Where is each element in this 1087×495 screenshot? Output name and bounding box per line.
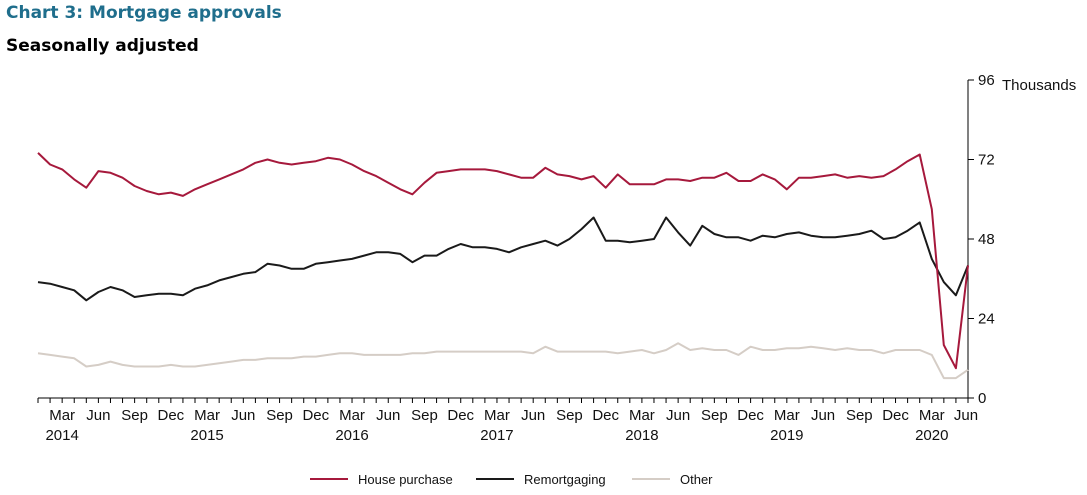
x-year-label: 2017 — [480, 427, 513, 444]
x-tick-label: Jun — [666, 407, 690, 424]
x-tick-label: Jun — [954, 407, 978, 424]
legend-swatch — [632, 478, 670, 480]
x-year-label: 2015 — [190, 427, 223, 444]
x-tick-label: Jun — [521, 407, 545, 424]
legend-swatch — [310, 478, 348, 480]
x-year-label: 2018 — [625, 427, 658, 444]
x-tick-label: Dec — [882, 407, 909, 424]
series-line-house-purchase — [37, 152, 969, 370]
legend: House purchase Remortgaging Other — [0, 468, 1087, 490]
x-tick-label: Mar — [919, 407, 945, 424]
x-year-label: 2019 — [770, 427, 803, 444]
x-tick-label: Mar — [339, 407, 365, 424]
legend-item: House purchase — [310, 468, 453, 490]
x-tick-label: Mar — [194, 407, 220, 424]
x-tick-label: Sep — [411, 407, 438, 424]
legend-label: Remortgaging — [524, 471, 606, 487]
y-tick-label: 72 — [978, 152, 995, 169]
x-tick-label: Sep — [701, 407, 728, 424]
line-chart: 0 24 48 72 96 Thousands Mar Jun Sep Dec Mar Jun Sep D… — [37, 72, 1076, 444]
x-tick-label: Mar — [629, 407, 655, 424]
legend-item: Other — [632, 468, 713, 490]
x-tick-label: Dec — [302, 407, 329, 424]
y-tick-label: 24 — [978, 311, 995, 328]
x-tick-label: Sep — [846, 407, 873, 424]
x-year-label: 2016 — [335, 427, 368, 444]
x-tick-label: Jun — [86, 407, 110, 424]
x-tick-label: Sep — [266, 407, 293, 424]
legend-label: Other — [680, 471, 713, 487]
x-tick-label: Dec — [447, 407, 474, 424]
x-tick-label: Jun — [231, 407, 255, 424]
x-tick-label: Sep — [556, 407, 583, 424]
chart-subtitle: Seasonally adjusted — [6, 36, 199, 56]
x-tick-label: Mar — [484, 407, 510, 424]
series-line-remortgaging — [37, 216, 969, 302]
x-tick-label: Jun — [376, 407, 400, 424]
x-year-label: 2020 — [915, 427, 948, 444]
x-year-label: 2014 — [45, 427, 78, 444]
x-tick-label: Mar — [774, 407, 800, 424]
x-tick-label: Mar — [49, 407, 75, 424]
x-tick-label: Dec — [592, 407, 619, 424]
legend-item: Remortgaging — [476, 468, 606, 490]
x-tick-label: Jun — [811, 407, 835, 424]
legend-label: House purchase — [358, 471, 453, 487]
y-tick-label: 48 — [978, 231, 995, 248]
y-tick-label: 96 — [978, 72, 995, 89]
y-tick-label: 0 — [978, 390, 986, 407]
chart-title: Chart 3: Mortgage approvals — [6, 3, 282, 23]
x-tick-label: Dec — [158, 407, 185, 424]
y-unit-label: Thousands — [1002, 77, 1076, 94]
series-line-other — [37, 342, 969, 380]
x-tick-label: Sep — [121, 407, 148, 424]
legend-swatch — [476, 478, 514, 480]
x-tick-label: Dec — [737, 407, 764, 424]
